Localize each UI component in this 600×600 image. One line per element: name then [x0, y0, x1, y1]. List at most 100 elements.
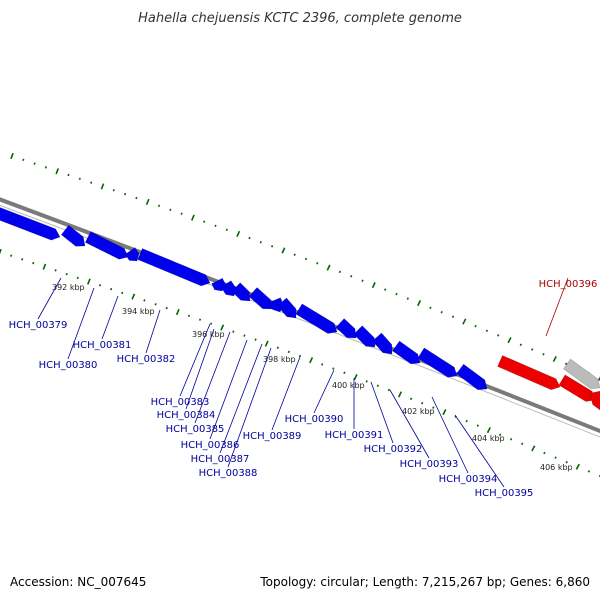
gene-label[interactable]: HCH_00390 — [285, 414, 344, 425]
plus-strand-gene-arrow[interactable] — [137, 248, 211, 287]
outer-ring-minor-tick — [135, 196, 138, 200]
inner-ring-minor-tick — [365, 380, 368, 383]
inner-ring-minor-tick — [21, 258, 24, 261]
gene-label[interactable]: HCH_00396 — [539, 279, 598, 290]
outer-ring-major-tick — [145, 198, 150, 205]
gene-label[interactable]: HCH_00387 — [191, 454, 250, 465]
inner-ring-minor-tick — [187, 314, 191, 318]
outer-ring-minor-tick — [429, 306, 432, 309]
gene-label[interactable]: HCH_00388 — [199, 468, 258, 479]
inner-ring-major-tick — [0, 248, 2, 256]
gene-label[interactable]: HCH_00389 — [243, 431, 302, 442]
gene-leader-line — [454, 414, 505, 488]
outer-ring-minor-tick — [406, 297, 409, 300]
outer-ring-minor-tick — [214, 224, 217, 228]
inner-ring-major-tick — [486, 427, 491, 434]
inner-ring-minor-tick — [9, 254, 13, 257]
plus-strand-gene-arrow[interactable] — [353, 325, 376, 348]
gene-leader-line — [145, 309, 161, 354]
minus-strand-gene-arrow[interactable] — [497, 355, 561, 391]
outer-ring-major-tick — [326, 264, 331, 271]
gene-leader-line — [389, 389, 430, 459]
outer-ring-major-tick — [371, 282, 376, 289]
plus-strand-gene-arrow[interactable] — [84, 231, 129, 260]
plus-strand-gene-arrow[interactable] — [124, 247, 140, 262]
plus-strand-gene-arrow[interactable] — [417, 347, 458, 378]
inner-ring-minor-tick — [432, 406, 435, 409]
gene-label[interactable]: HCH_00394 — [439, 474, 498, 485]
outer-ring-minor-tick — [90, 181, 93, 184]
outer-ring-minor-tick — [259, 240, 262, 244]
inner-ring-minor-tick — [498, 433, 502, 436]
inner-ring-major-tick — [575, 463, 580, 470]
inner-ring-minor-tick — [276, 346, 279, 350]
inner-ring-minor-tick — [465, 419, 468, 423]
gene-label[interactable]: HCH_00379 — [9, 320, 68, 331]
gene-leader-line — [185, 328, 215, 410]
scale-label: 394 kbp — [122, 307, 155, 316]
outer-ring-minor-tick — [22, 158, 25, 162]
outer-ring-minor-tick — [157, 204, 161, 208]
plus-strand-gene-arrow[interactable] — [0, 206, 61, 241]
gene-label[interactable]: HCH_00392 — [364, 444, 423, 455]
gene-label[interactable]: HCH_00383 — [151, 397, 210, 408]
plus-strand-gene-arrow[interactable] — [60, 224, 86, 247]
outer-ring-minor-tick — [497, 334, 500, 337]
outer-ring-major-tick — [507, 337, 512, 344]
outer-ring-major-tick — [190, 214, 195, 221]
inner-ring-minor-tick — [54, 269, 57, 272]
inner-ring-minor-tick — [76, 276, 79, 280]
scale-label: 402 kbp — [402, 407, 435, 416]
inner-ring-minor-tick — [232, 330, 235, 333]
inner-ring-minor-tick — [98, 284, 102, 287]
plus-strand-gene-arrow[interactable] — [455, 363, 488, 391]
gene-label[interactable]: HCH_00382 — [117, 354, 176, 365]
inner-ring-minor-tick — [565, 460, 568, 464]
gene-label[interactable]: HCH_00393 — [400, 459, 459, 470]
gene-leader-line — [431, 396, 469, 474]
scale-label: 400 kbp — [332, 381, 365, 390]
gene-label[interactable]: HCH_00386 — [181, 440, 240, 451]
plus-strand-gene-arrow[interactable] — [392, 340, 421, 365]
outer-ring-minor-tick — [485, 329, 489, 333]
scale-label: 396 kbp — [192, 330, 225, 339]
other-feature-arrow[interactable] — [563, 358, 600, 390]
plus-strand-gene-arrow[interactable] — [277, 297, 297, 319]
scale-label: 404 kbp — [472, 434, 505, 443]
outer-ring-minor-tick — [44, 166, 48, 169]
gene-label[interactable]: HCH_00384 — [157, 410, 216, 421]
inner-ring-minor-tick — [476, 424, 479, 427]
outer-ring-minor-tick — [384, 288, 387, 291]
plus-strand-gene-arrow[interactable] — [335, 318, 357, 339]
outer-ring-minor-tick — [112, 189, 115, 192]
minus-strand-gene-arrow[interactable] — [589, 390, 600, 411]
plus-strand-gene-arrow[interactable] — [295, 303, 338, 334]
gene-leader-line — [313, 369, 335, 414]
gene-label[interactable]: HCH_00385 — [166, 424, 225, 435]
inner-ring-major-tick — [531, 445, 536, 452]
gene-features — [0, 206, 600, 411]
outer-ring-major-tick — [10, 152, 14, 160]
inner-ring-minor-tick — [198, 318, 202, 321]
plus-strand-gene-arrow[interactable] — [372, 332, 393, 355]
inner-ring-minor-tick — [154, 303, 157, 306]
inner-tick-ring — [0, 248, 600, 478]
inner-ring-major-tick — [87, 278, 91, 285]
gene-label[interactable]: HCH_00380 — [39, 360, 98, 371]
gene-label[interactable]: HCH_00381 — [73, 340, 132, 351]
accession-text: Accession: NC_007645 — [10, 575, 146, 589]
outer-ring-minor-tick — [123, 192, 127, 196]
outer-ring-minor-tick — [316, 262, 319, 265]
inner-ring-minor-tick — [543, 451, 546, 455]
gene-label[interactable]: HCH_00391 — [325, 430, 384, 441]
inner-ring-minor-tick — [65, 272, 68, 276]
inner-ring-minor-tick — [143, 299, 146, 302]
gene-label[interactable]: HCH_00395 — [475, 488, 534, 499]
outer-ring-minor-tick — [293, 253, 296, 256]
outer-ring-major-tick — [55, 168, 60, 175]
scale-label: 406 kbp — [540, 463, 573, 472]
gene-leader-line — [370, 381, 394, 444]
outer-ring-minor-tick — [248, 236, 251, 240]
plus-strand-gene-arrow[interactable] — [248, 287, 273, 310]
